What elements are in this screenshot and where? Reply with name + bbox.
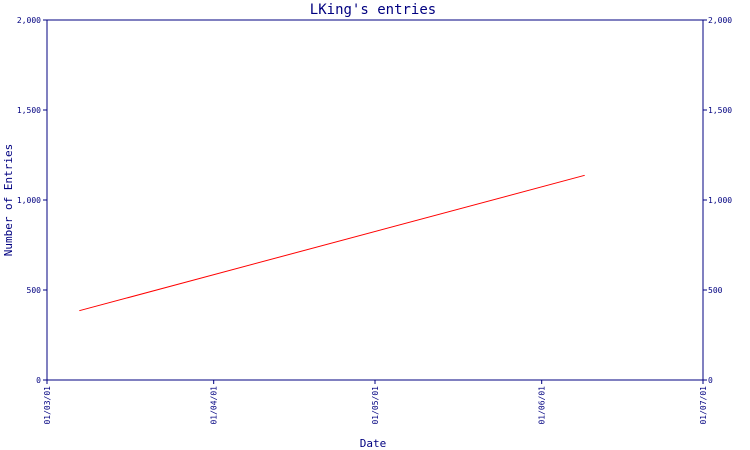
- x-tick-label: 01/06/01: [538, 386, 547, 425]
- x-tick-label: 01/05/01: [371, 386, 380, 425]
- left-y-axis: 0 500 1,000 1,500 2,000: [17, 16, 47, 385]
- x-tick-label: 01/07/01: [699, 386, 708, 425]
- right-y-tick-label: 2,000: [708, 16, 732, 25]
- left-y-tick-label: 500: [27, 286, 42, 295]
- right-y-tick-label: 0: [708, 376, 713, 385]
- y-axis-label: Number of Entries: [2, 144, 15, 257]
- x-tick-label: 01/04/01: [210, 386, 219, 425]
- chart-title: LKing's entries: [310, 2, 436, 18]
- right-y-tick-label: 500: [708, 286, 723, 295]
- right-y-axis: 0 500 1,000 1,500 2,000: [703, 16, 732, 385]
- plot-frame: [46, 19, 704, 381]
- left-y-tick-label: 2,000: [17, 16, 41, 25]
- right-y-tick-label: 1,000: [708, 196, 732, 205]
- x-tick-label: 01/03/01: [43, 386, 52, 425]
- left-y-tick-label: 1,500: [17, 106, 41, 115]
- left-y-tick-label: 1,000: [17, 196, 41, 205]
- right-y-tick-label: 1,500: [708, 106, 732, 115]
- series-group: [79, 174, 585, 312]
- x-axis: 01/03/01 01/04/01 01/05/01 01/06/01 01/07/01: [43, 380, 708, 425]
- series-line: [79, 174, 585, 312]
- left-y-tick-label: 0: [36, 376, 41, 385]
- x-axis-label: Date: [360, 437, 387, 450]
